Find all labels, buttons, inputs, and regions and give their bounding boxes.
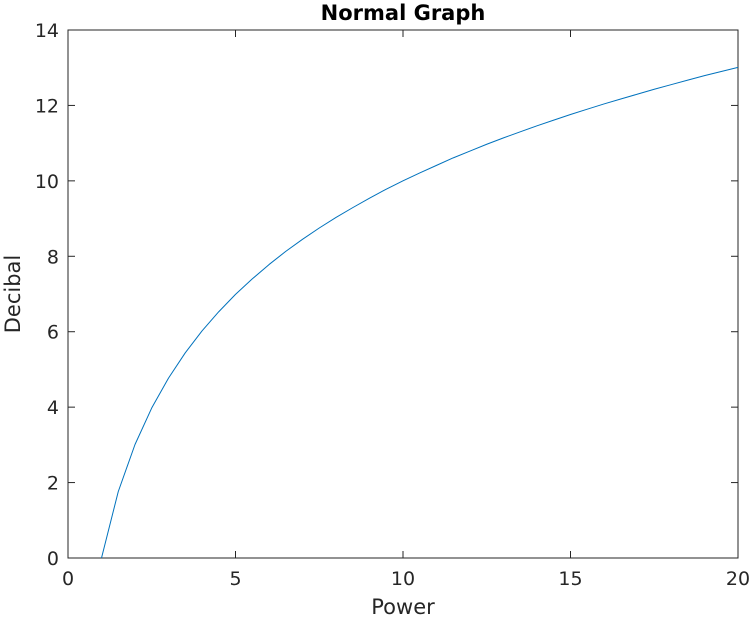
chart-title: Normal Graph [321,1,486,25]
x-tick-label: 10 [391,568,415,590]
y-tick-label: 8 [47,246,59,268]
y-axis-label: Decibal [1,255,25,334]
y-tick-label: 6 [47,322,59,344]
x-tick-label: 5 [229,568,241,590]
y-tick-label: 2 [47,473,59,495]
x-axis-label: Power [371,595,435,618]
plot-area [67,29,739,559]
y-tick-label: 14 [35,20,59,42]
x-tick-label: 15 [558,568,582,590]
x-tick-label: 20 [726,568,750,590]
x-axis: 0 5 10 15 20 [62,30,750,590]
y-tick-label: 0 [47,548,59,570]
y-axis: 0 2 4 6 8 10 12 14 [35,20,738,570]
series-line [101,66,739,559]
y-tick-label: 12 [35,95,59,117]
x-tick-label: 0 [62,568,74,590]
series-layer [101,66,739,559]
y-tick-label: 4 [47,397,59,419]
y-tick-label: 10 [35,171,59,193]
